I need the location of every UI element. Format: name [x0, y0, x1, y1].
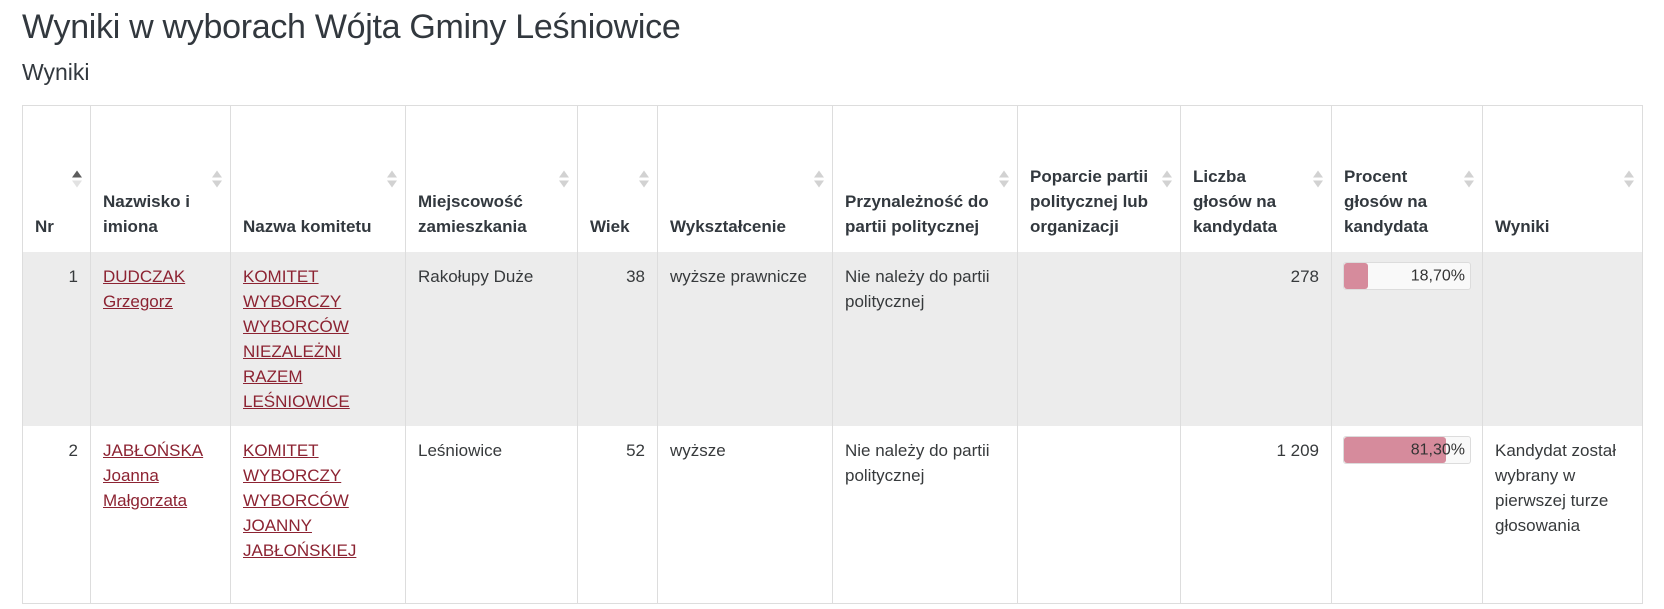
committee-link[interactable]: KOMITET WYBORCZY WYBORCÓW NIEZALEŻNI RAZ… [243, 266, 350, 411]
col-header-label: Wyniki [1495, 216, 1550, 236]
table-row: 2 JABŁOŃSKA Joanna Małgorzata KOMITET WY… [22, 425, 1643, 604]
col-header-label: Nr [35, 216, 54, 236]
cell-party-affiliation: Nie należy do partii politycznej [832, 425, 1018, 604]
cell-candidate: JABŁOŃSKA Joanna Małgorzata [90, 425, 231, 604]
col-header-nr[interactable]: Nr [22, 105, 91, 252]
cell-committee: KOMITET WYBORCZY WYBORCÓW JOANNY JABŁOŃS… [230, 425, 406, 604]
table-row: 1 DUDCZAK Grzegorz KOMITET WYBORCZY WYBO… [22, 251, 1643, 426]
page-subtitle: Wyniki [22, 59, 90, 85]
sort-icon [1162, 170, 1172, 188]
col-header-label: Procent głosów na kandydata [1344, 166, 1429, 236]
cell-result: Kandydat został wybrany w pierwszej turz… [1482, 425, 1643, 604]
sort-icon [1624, 170, 1634, 188]
cell-nr: 1 [22, 251, 91, 426]
col-header-nazwisko-i-imiona[interactable]: Nazwisko i imiona [90, 105, 231, 252]
cell-result [1482, 251, 1643, 426]
col-header-przynaleznosc[interactable]: Przynależność do partii politycznej [832, 105, 1018, 252]
cell-nr: 2 [22, 425, 91, 604]
col-header-wyksztalcenie[interactable]: Wykształcenie [657, 105, 833, 252]
sort-icon [212, 170, 222, 188]
col-header-procent-glosow[interactable]: Procent głosów na kandydata [1331, 105, 1483, 252]
cell-votes: 1 209 [1180, 425, 1332, 604]
cell-age: 52 [577, 425, 658, 604]
candidate-link[interactable]: DUDCZAK Grzegorz [103, 266, 186, 311]
cell-residence: Leśniowice [405, 425, 578, 604]
cell-percent: 18,70% [1331, 251, 1483, 426]
election-results-table: Nr Nazwisko i imiona Nazwa komitetu Miej… [22, 105, 1643, 604]
sort-icon [1313, 170, 1323, 188]
percent-bar-label: 81,30% [1410, 441, 1465, 458]
sort-icon [559, 170, 569, 188]
cell-votes: 278 [1180, 251, 1332, 426]
cell-education: wyższe prawnicze [657, 251, 833, 426]
col-header-label: Nazwa komitetu [243, 216, 372, 236]
col-header-wyniki[interactable]: Wyniki [1482, 105, 1643, 252]
page-title: Wyniki w wyborach Wójta Gminy Leśniowice [22, 8, 681, 46]
cell-party-support [1017, 425, 1181, 604]
col-header-label: Poparcie partii politycznej lub organiza… [1030, 166, 1149, 236]
col-header-miejscowosc-zamieszkania[interactable]: Miejscowość zamieszkania [405, 105, 578, 252]
committee-link[interactable]: KOMITET WYBORCZY WYBORCÓW JOANNY JABŁOŃS… [243, 440, 357, 560]
cell-party-support [1017, 251, 1181, 426]
cell-party-affiliation: Nie należy do partii politycznej [832, 251, 1018, 426]
col-header-label: Nazwisko i imiona [103, 191, 190, 236]
col-header-poparcie[interactable]: Poparcie partii politycznej lub organiza… [1017, 105, 1181, 252]
col-header-liczba-glosow[interactable]: Liczba głosów na kandydata [1180, 105, 1332, 252]
sort-icon [814, 170, 824, 188]
cell-percent: 81,30% [1331, 425, 1483, 604]
percent-bar: 18,70% [1343, 261, 1471, 290]
cell-candidate: DUDCZAK Grzegorz [90, 251, 231, 426]
cell-education: wyższe [657, 425, 833, 604]
percent-bar-fill [1344, 262, 1368, 289]
col-header-label: Miejscowość zamieszkania [418, 191, 527, 236]
candidate-link[interactable]: JABŁOŃSKA Joanna Małgorzata [103, 440, 204, 510]
col-header-wiek[interactable]: Wiek [577, 105, 658, 252]
cell-residence: Rakołupy Duże [405, 251, 578, 426]
header-row: Nr Nazwisko i imiona Nazwa komitetu Miej… [22, 105, 1643, 252]
col-header-label: Wiek [590, 216, 630, 236]
cell-committee: KOMITET WYBORCZY WYBORCÓW NIEZALEŻNI RAZ… [230, 251, 406, 426]
percent-bar-fill [1344, 436, 1447, 463]
sort-icon [1464, 170, 1474, 188]
col-header-label: Liczba głosów na kandydata [1193, 166, 1278, 236]
percent-bar: 81,30% [1343, 435, 1471, 464]
col-header-label: Przynależność do partii politycznej [845, 191, 989, 236]
col-header-label: Wykształcenie [670, 216, 786, 236]
sort-icon [387, 170, 397, 188]
sort-icon [72, 170, 82, 188]
cell-age: 38 [577, 251, 658, 426]
col-header-nazwa-komitetu[interactable]: Nazwa komitetu [230, 105, 406, 252]
percent-bar-label: 18,70% [1410, 267, 1465, 284]
sort-icon [999, 170, 1009, 188]
sort-icon [639, 170, 649, 188]
